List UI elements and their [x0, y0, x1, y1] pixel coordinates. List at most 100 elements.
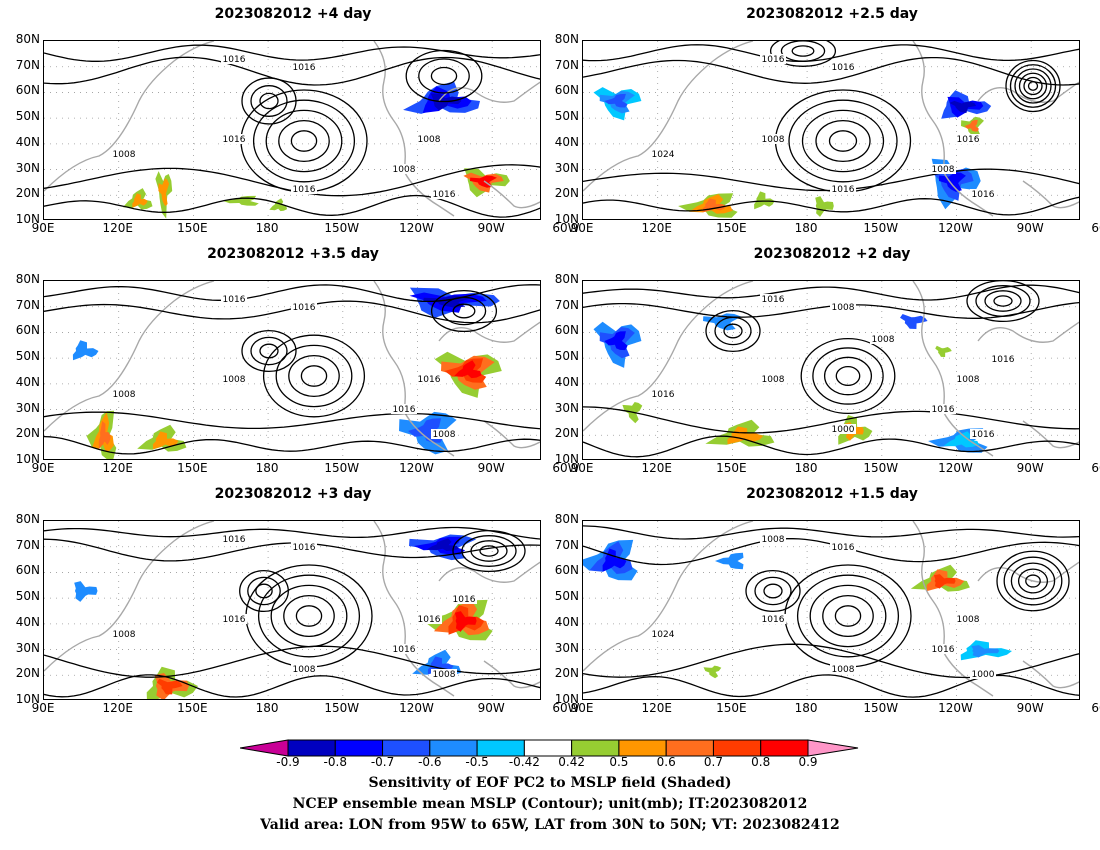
contour-label-bg [221, 294, 247, 304]
lon-tick-label: 150E [716, 461, 747, 475]
contour-label-bg [760, 54, 786, 64]
contour-line [250, 85, 288, 117]
coastline [1022, 420, 1079, 449]
shaded-region [98, 421, 111, 449]
contour-label-bg [650, 389, 676, 399]
colorbar-swatch [334, 739, 384, 757]
shaded-region [933, 574, 956, 589]
contour-line [255, 583, 273, 599]
contour-label-bg [955, 374, 981, 384]
coastline [583, 41, 754, 192]
lon-tick-label: 90W [477, 221, 505, 235]
contour-line [984, 290, 1022, 312]
lat-tick-label: 80N [554, 32, 579, 46]
contour-line [283, 594, 335, 638]
colorbar-swatch [571, 739, 620, 757]
lat-tick-label: 70N [15, 57, 40, 72]
contour-line [583, 525, 1079, 540]
map-panel-2: 1016 1016 1008 1016 1024 1008 1016 1016 [582, 40, 1080, 220]
contour-label-bg [760, 294, 786, 304]
contour-label-bg [221, 534, 247, 544]
contour-label: 1016 [762, 55, 785, 65]
contour-label: 1008 [433, 670, 456, 680]
lon-tick-label: 120E [102, 461, 133, 475]
contour-line [44, 56, 540, 86]
lon-tick-label: 180 [794, 701, 818, 715]
contour-line [754, 576, 792, 606]
contour-label: 1016 [223, 55, 246, 65]
contour-label: 1016 [972, 190, 995, 200]
colorbar-tick-label: 0.5 [609, 755, 629, 769]
contour-line [705, 309, 761, 353]
lon-tick-label: 150E [177, 221, 208, 235]
lon-tick-label: 90W [477, 701, 505, 715]
contour-line [452, 303, 476, 319]
contour-label: 1008 [762, 375, 785, 385]
contour-label-bg [830, 542, 856, 552]
lon-tick-label: 120W [399, 221, 434, 235]
lat-tick-label: 70N [554, 537, 579, 552]
lon-tick-label: 180 [255, 701, 279, 715]
contour-label-bg [760, 374, 786, 384]
contour-label-bg [111, 629, 137, 639]
contour-line [1010, 562, 1056, 600]
panel-title-3: 2023082012 +3.5 day [207, 246, 379, 262]
lon-tick-label: 60W [1091, 701, 1100, 715]
contour-line [300, 365, 328, 387]
lat-tick-label: 20N [15, 666, 40, 681]
contour-label: 1008 [113, 630, 136, 640]
contour-label: 1016 [393, 645, 416, 655]
contour-label: 1008 [113, 390, 136, 400]
shaded-region [72, 340, 99, 361]
contour-line [801, 109, 885, 173]
contour-line [834, 605, 862, 627]
colorbar-tick-label: -0.8 [323, 755, 347, 769]
shaded-region [454, 611, 477, 632]
coastline [483, 180, 540, 209]
contour-label-bg [955, 134, 981, 144]
colorbar-high-arrow [807, 739, 859, 757]
lat-tick-label: 10N [554, 692, 579, 706]
contour-label: 1024 [652, 630, 675, 640]
contour-line [1025, 574, 1041, 588]
contour-line [470, 540, 508, 562]
coastline [912, 281, 994, 457]
contour-label: 1016 [972, 430, 995, 440]
lat-tick-label: 40N [15, 374, 40, 389]
contour-label-bg [221, 54, 247, 64]
colorbar-tick-label: -0.7 [370, 755, 395, 769]
coastline [438, 561, 540, 583]
lat-tick-label: 40N [15, 134, 40, 149]
coastline [912, 521, 994, 697]
contour-label: 1016 [832, 63, 855, 73]
map-svg-1: 1016 1016 1016 1008 1008 1008 1016 1016 [44, 41, 540, 219]
map-panel-1: 1016 1016 1016 1008 1008 1008 1016 1016 [43, 40, 541, 220]
contour-label: 1008 [113, 150, 136, 160]
contour-line [44, 674, 540, 698]
contour-label-bg [650, 629, 676, 639]
contour-line [835, 366, 861, 387]
contour-label: 1008 [223, 375, 246, 385]
shaded-region [727, 426, 764, 445]
lat-tick-label: 70N [15, 537, 40, 552]
contour-label-bg [650, 149, 676, 159]
contour-line [418, 58, 470, 94]
contour-line [723, 323, 743, 339]
contour-label-bg [431, 189, 457, 199]
contour-label-bg [830, 62, 856, 72]
colorbar-tick-label: 0.7 [703, 755, 723, 769]
shaded-region [604, 93, 628, 108]
contour-line [583, 56, 1079, 86]
contour-line [441, 296, 487, 326]
contour-label: 1016 [932, 405, 955, 415]
contour-line [583, 284, 1079, 301]
contour-label: 1016 [652, 390, 675, 400]
contour-label-bg [111, 389, 137, 399]
lat-tick-label: 10N [15, 452, 40, 466]
contour-line [1018, 72, 1048, 100]
caption-line-2: NCEP ensemble mean MSLP (Contour); unit(… [292, 796, 808, 812]
contour-line [815, 119, 871, 163]
contour-line [996, 550, 1070, 612]
contour-label-bg [830, 424, 856, 434]
colorbar-swatch [618, 739, 667, 757]
